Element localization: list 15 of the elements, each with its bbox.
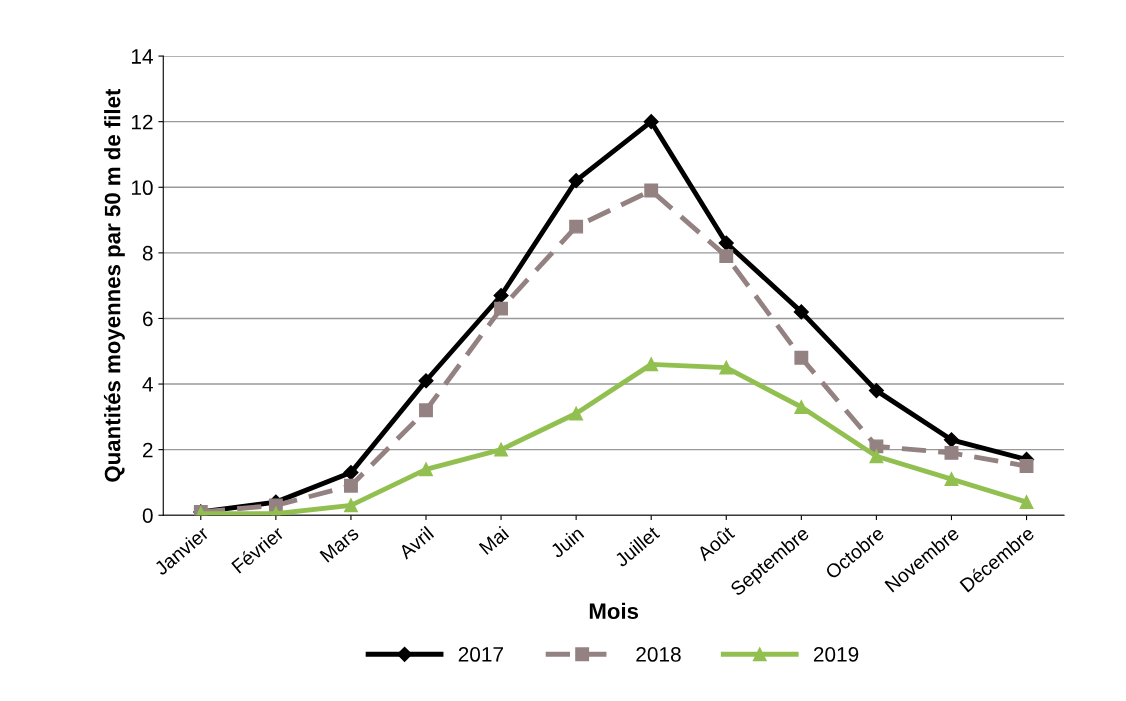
y-tick-label: 2 [143, 442, 153, 458]
y-tick-label: 6 [143, 311, 153, 327]
y-axis-title: Quantités moyennes par 50 m de filet [103, 88, 125, 482]
y-tick-label: 12 [131, 114, 153, 130]
x-tick-label: Juin [549, 525, 585, 559]
y-tick-label: 8 [142, 245, 153, 261]
y-tick-label: 0 [142, 508, 153, 523]
legend-label: 2018 [636, 647, 681, 662]
y-tick-label: 14 [131, 49, 153, 64]
y-tick-label: 4 [142, 377, 153, 392]
x-tick-label: Mai [478, 525, 510, 556]
legend-label: 2019 [813, 647, 859, 662]
y-tick-label: 10 [131, 180, 153, 196]
legend-label: 2017 [458, 647, 503, 662]
x-axis-title: Mois [589, 602, 639, 620]
